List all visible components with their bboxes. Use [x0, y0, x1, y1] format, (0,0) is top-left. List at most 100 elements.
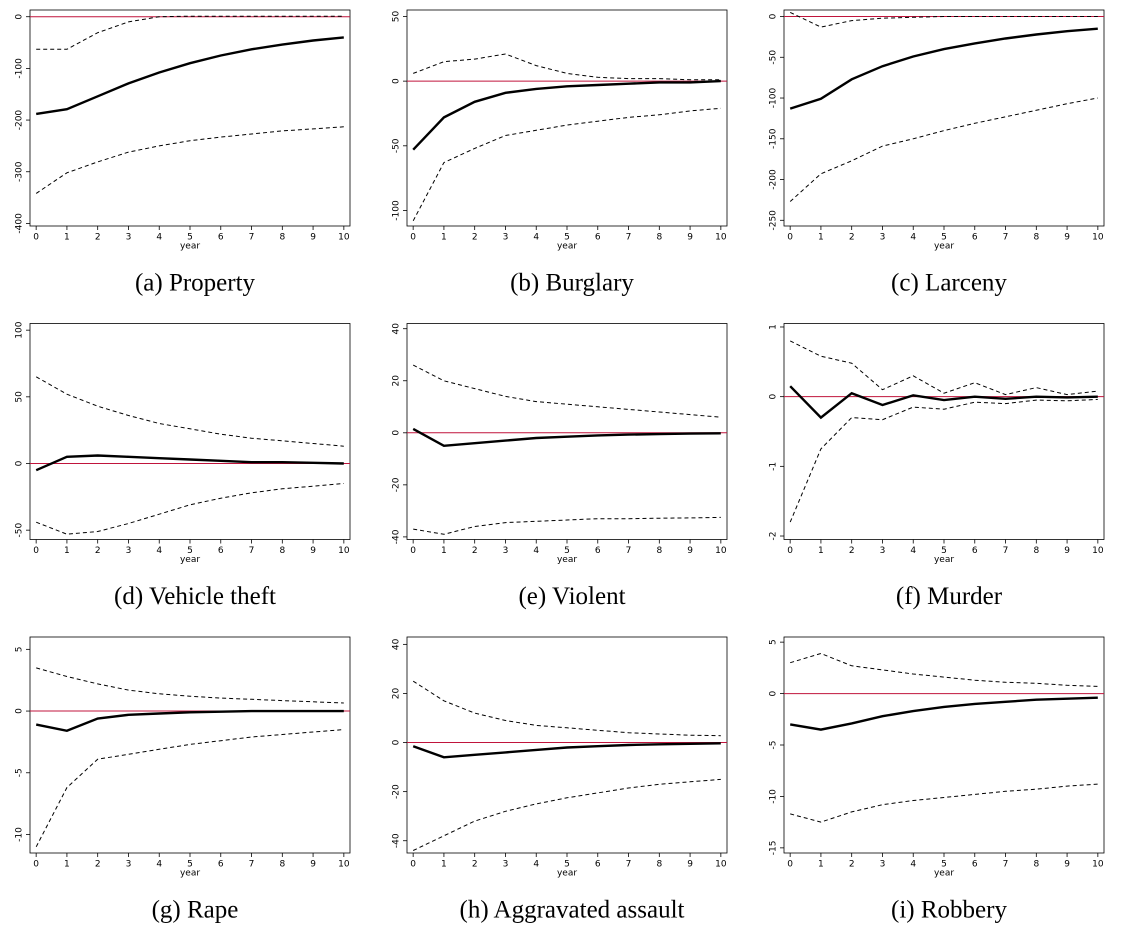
- confidence-band-line: [412, 364, 721, 418]
- estimate-line: [412, 742, 721, 759]
- x-tick-label: 2: [472, 860, 478, 870]
- x-tick-label: 9: [310, 546, 316, 556]
- x-axis-title: year: [557, 869, 577, 879]
- x-tick-label: 6: [595, 546, 601, 556]
- x-tick-label: 0: [33, 546, 39, 556]
- x-tick-label: 0: [410, 233, 416, 243]
- x-tick-label: 2: [472, 233, 478, 243]
- x-axis-title: year: [180, 242, 200, 252]
- x-tick-label: 6: [972, 860, 978, 870]
- x-tick-label: 4: [156, 546, 162, 556]
- x-tick-label: 10: [338, 233, 350, 243]
- y-tick-label: -5: [769, 741, 779, 750]
- x-tick-label: 3: [880, 546, 886, 556]
- confidence-band-line: [412, 107, 721, 222]
- plot-frame: [406, 323, 728, 540]
- y-tick-label: -20: [392, 477, 402, 492]
- x-tick-label: 5: [187, 546, 193, 556]
- x-tick-label: 2: [849, 546, 855, 556]
- x-tick-label: 2: [95, 860, 101, 870]
- x-tick-label: 4: [910, 860, 916, 870]
- y-tick-label: -150: [769, 128, 779, 149]
- y-tick-label: -2: [769, 532, 779, 541]
- confidence-band-line: [412, 680, 721, 737]
- x-tick-label: 0: [33, 233, 39, 243]
- confidence-band-line: [35, 376, 344, 447]
- estimate-line: [789, 385, 1098, 420]
- x-tick-label: 4: [156, 860, 162, 870]
- x-tick-label: 5: [941, 233, 947, 243]
- panel-caption: (g) Rape: [152, 897, 239, 924]
- x-tick-label: 10: [1092, 546, 1104, 556]
- panel: 5 0 -5 -10 0 1 2 3 4 5 6 7 8 9 10 year (g) Rape: [15, 636, 351, 924]
- y-tick-label: -100: [15, 58, 25, 79]
- x-tick-label: 10: [1092, 860, 1104, 870]
- confidence-band-line: [35, 126, 344, 194]
- x-tick-label: 0: [787, 233, 793, 243]
- x-tick-label: 8: [1033, 546, 1039, 556]
- y-tick-label: -200: [769, 169, 779, 190]
- y-tick-label: -15: [769, 841, 779, 856]
- confidence-band-line: [790, 652, 1098, 687]
- x-tick-label: 1: [441, 860, 447, 870]
- x-tick-label: 1: [64, 546, 70, 556]
- x-tick-label: 2: [95, 546, 101, 556]
- x-tick-label: 0: [787, 546, 793, 556]
- x-axis-title: year: [934, 242, 954, 252]
- x-tick-label: 4: [533, 233, 539, 243]
- confidence-band-line: [35, 729, 344, 848]
- plot-frame: [783, 323, 1105, 540]
- x-tick-label: 3: [126, 860, 132, 870]
- x-tick-label: 9: [1064, 546, 1070, 556]
- y-tick-label: -40: [392, 833, 402, 848]
- x-tick-label: 4: [156, 233, 162, 243]
- x-tick-label: 3: [880, 233, 886, 243]
- panel: 40 20 0 -20 -40 0 1 2 3 4 5 6 7 8 9 10 year (e) Violent: [392, 323, 728, 610]
- y-tick-label: 100: [15, 321, 25, 338]
- x-tick-label: 7: [626, 860, 632, 870]
- x-tick-label: 8: [1033, 860, 1039, 870]
- panel-caption: (a) Property: [135, 270, 256, 297]
- panel: 0 -50 -100 -150 -200 -250 0 1 2 3 4 5 6 7 8 9 10 year (c) …: [769, 9, 1105, 297]
- x-axis-title: year: [180, 555, 200, 565]
- y-tick-label: -10: [15, 827, 25, 842]
- x-tick-label: 2: [849, 860, 855, 870]
- x-tick-label: 9: [687, 860, 693, 870]
- x-axis-title: year: [557, 242, 577, 252]
- y-tick-label: -50: [769, 50, 779, 65]
- x-tick-label: 8: [279, 860, 285, 870]
- x-tick-label: 1: [818, 233, 824, 243]
- y-tick-label: 50: [392, 10, 402, 22]
- confidence-band-line: [413, 53, 721, 81]
- plot-frame: [783, 9, 1105, 227]
- x-tick-label: 10: [715, 233, 727, 243]
- panel: 40 20 0 -20 -40 0 1 2 3 4 5 6 7 8 9 10 year (h) Aggravate…: [392, 636, 728, 924]
- x-tick-label: 5: [564, 233, 570, 243]
- x-tick-label: 4: [533, 546, 539, 556]
- y-tick-label: -1: [769, 462, 779, 471]
- confidence-band-line: [36, 483, 344, 535]
- x-tick-label: 10: [338, 546, 350, 556]
- confidence-band-line: [789, 97, 1098, 202]
- x-tick-label: 7: [1003, 546, 1009, 556]
- y-tick-label: 0: [392, 739, 402, 745]
- x-tick-label: 9: [1064, 233, 1070, 243]
- confidence-band-line: [790, 783, 1098, 823]
- x-axis-title: year: [180, 869, 200, 879]
- x-tick-label: 7: [626, 546, 632, 556]
- y-tick-label: -20: [392, 784, 402, 799]
- x-tick-label: 6: [972, 546, 978, 556]
- plot-frame: [406, 9, 728, 227]
- x-tick-label: 8: [1033, 233, 1039, 243]
- y-tick-label: -400: [15, 213, 25, 234]
- panel: 100 50 0 -50 0 1 2 3 4 5 6 7 8 9 10 year (d) Vehicle the…: [15, 321, 351, 610]
- x-tick-label: 9: [1064, 860, 1070, 870]
- y-tick-label: -50: [15, 523, 25, 538]
- y-tick-label: -250: [769, 210, 779, 231]
- x-axis-title: year: [934, 869, 954, 879]
- estimate-line: [789, 27, 1098, 110]
- x-tick-label: 9: [310, 860, 316, 870]
- x-tick-label: 7: [249, 233, 255, 243]
